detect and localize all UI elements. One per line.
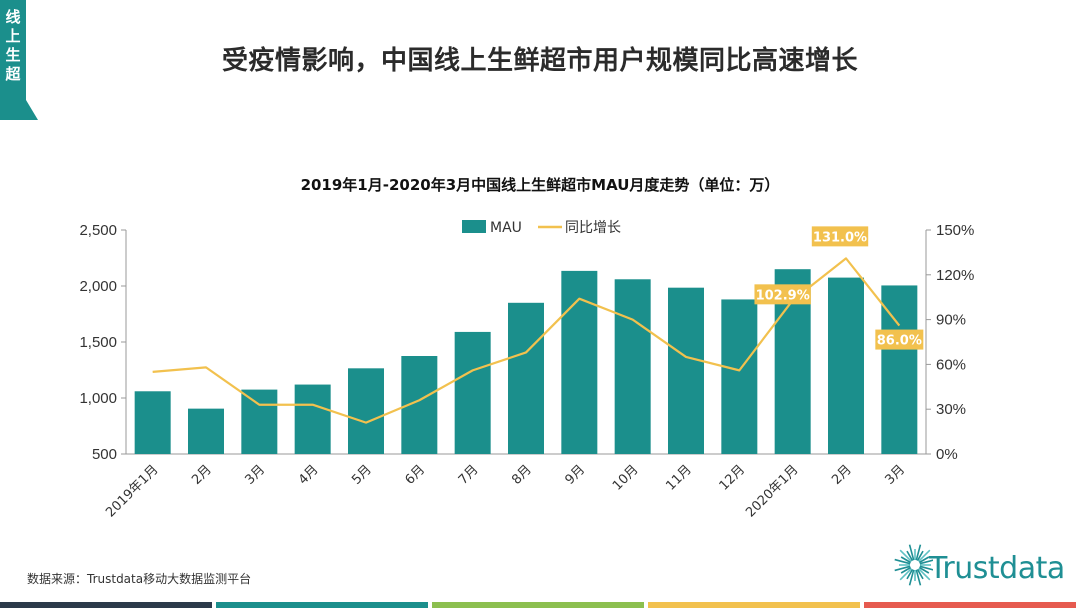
- logo-ray: [918, 566, 930, 574]
- footer-color-bar: [0, 602, 1080, 608]
- logo-ray: [916, 550, 924, 562]
- growth-data-label: 86.0%: [877, 334, 922, 349]
- logo-ray: [906, 568, 914, 580]
- footer-segment: [216, 602, 428, 608]
- left-tick-label: 2,500: [79, 222, 117, 239]
- mau-bar: [561, 270, 598, 454]
- logo-ray: [918, 556, 930, 564]
- growth-data-label-box: [754, 284, 811, 305]
- x-tick-label: 4月: [296, 462, 322, 488]
- logo-ray: [894, 565, 911, 572]
- mau-bar: [828, 277, 864, 454]
- logo-ray: [900, 556, 912, 564]
- growth-data-label: 102.9%: [756, 288, 810, 303]
- x-tick-label: 6月: [403, 462, 429, 488]
- chart-title: 2019年1月-2020年3月中国线上生鲜超市MAU月度走势（单位：万）: [300, 176, 780, 194]
- right-tick-label: 90%: [936, 312, 966, 329]
- trustdata-logo: Trustdata: [893, 537, 1073, 595]
- logo-ray: [906, 550, 914, 562]
- x-tick-label: 2月: [189, 462, 215, 488]
- logo-ray: [900, 566, 912, 574]
- right-tick-label: 120%: [936, 267, 974, 284]
- legend-label-growth: 同比增长: [565, 220, 621, 236]
- mau-bar: [881, 285, 918, 454]
- logo-ray: [899, 549, 913, 563]
- mau-bar: [188, 408, 224, 454]
- footer-segment: [0, 602, 212, 608]
- mau-bar: [508, 302, 544, 454]
- side-tag-char: 线: [5, 8, 21, 26]
- side-tag-char: 上: [5, 27, 21, 45]
- footer-segment: [432, 602, 644, 608]
- right-tick-label: 150%: [936, 222, 974, 239]
- left-tick-label: 2,000: [79, 278, 117, 295]
- x-tick-label: 3月: [243, 462, 269, 488]
- logo-text: Trustdata: [929, 551, 1065, 586]
- growth-data-label: 131.0%: [813, 230, 867, 245]
- x-tick-label: 9月: [563, 462, 589, 488]
- side-tag-shape: [0, 0, 38, 120]
- side-section-tag: 线 上 生 超: [0, 0, 38, 120]
- x-tick-label: 11月: [663, 462, 694, 493]
- logo-ray: [908, 569, 915, 586]
- logo-ray: [915, 544, 922, 561]
- mau-bar: [721, 299, 758, 454]
- right-tick-label: 0%: [936, 446, 958, 463]
- logo-ray: [916, 568, 924, 580]
- right-tick-label: 30%: [936, 401, 966, 418]
- mau-bar: [134, 391, 171, 454]
- x-tick-label: 8月: [509, 462, 535, 488]
- footer-segment: [648, 602, 860, 608]
- left-tick-label: 1,000: [79, 390, 117, 407]
- left-tick-label: 1,500: [79, 334, 117, 351]
- x-tick-label: 2月: [829, 462, 855, 488]
- mau-bar: [241, 389, 278, 454]
- data-source-note: 数据来源：Trustdata移动大数据监测平台: [27, 572, 252, 586]
- x-tick-label: 2019年1月: [103, 462, 161, 520]
- side-tag-char: 超: [5, 65, 21, 83]
- mau-bar: [614, 279, 651, 454]
- logo-ray: [908, 544, 915, 561]
- x-tick-label: 10月: [610, 462, 641, 493]
- logo-ray: [894, 558, 911, 565]
- logo-ray: [919, 558, 936, 565]
- logo-ray: [899, 567, 913, 581]
- logo-burst-icon: [894, 544, 936, 586]
- footer-segment: [864, 602, 1076, 608]
- logo-ray: [919, 565, 936, 572]
- logo-ray: [917, 549, 931, 563]
- mau-bar: [348, 368, 384, 454]
- x-tick-label: 5月: [349, 462, 375, 488]
- x-tick-label: 3月: [883, 462, 909, 488]
- x-tick-label: 12月: [717, 462, 748, 493]
- mau-bar: [294, 384, 331, 454]
- legend-label-mau: MAU: [490, 220, 522, 236]
- growth-data-label-box: [875, 329, 924, 350]
- side-tag-char: 生: [5, 46, 21, 64]
- side-tag-text: 线 上 生 超: [0, 8, 26, 84]
- logo-ray: [917, 567, 931, 581]
- growth-data-label-box: [811, 226, 869, 247]
- mau-bar: [668, 287, 704, 454]
- page-headline: 受疫情影响，中国线上生鲜超市用户规模同比高速增长: [221, 46, 858, 76]
- legend-swatch-mau: [462, 220, 486, 233]
- right-tick-label: 60%: [936, 356, 966, 373]
- left-tick-label: 500: [92, 446, 117, 463]
- mau-bar: [454, 331, 491, 454]
- logo-ray: [915, 569, 922, 586]
- x-tick-label: 7月: [456, 462, 482, 488]
- x-tick-label: 2020年1月: [743, 462, 801, 520]
